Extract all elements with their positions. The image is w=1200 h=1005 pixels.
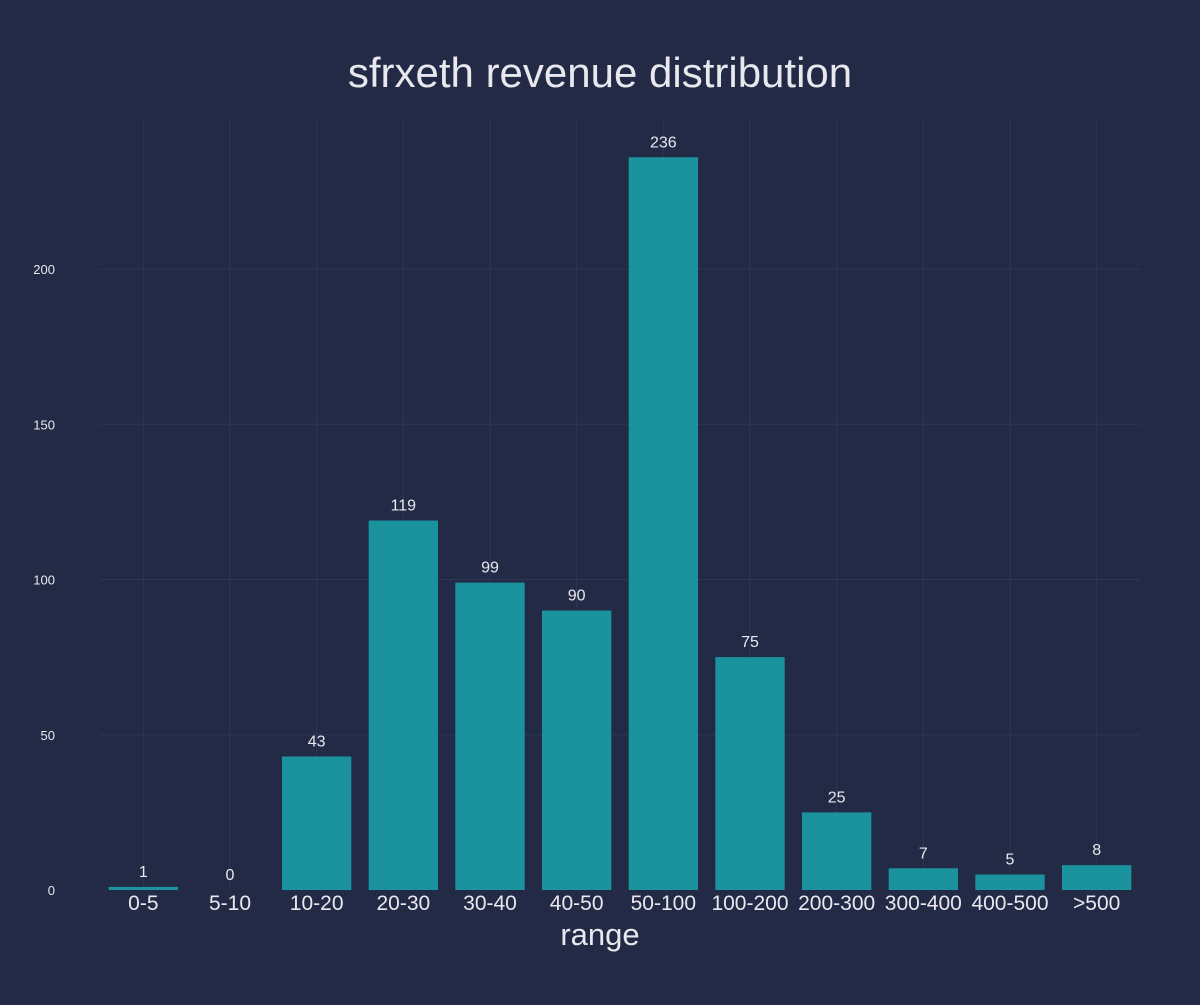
x-tick-label: 50-100 <box>631 892 696 915</box>
bar[interactable] <box>975 874 1045 890</box>
data-label: 0 <box>226 867 235 884</box>
data-label: 90 <box>568 588 586 605</box>
x-tick-label: 100-200 <box>711 892 788 915</box>
chart-title: sfrxeth revenue distribution <box>348 49 852 96</box>
data-label: 8 <box>1092 842 1101 859</box>
bar[interactable] <box>542 610 612 890</box>
bar[interactable] <box>108 886 178 890</box>
bar[interactable] <box>1062 865 1132 890</box>
x-tick-label: 400-500 <box>971 892 1048 915</box>
bar[interactable] <box>715 657 785 890</box>
x-tick-label: 5-10 <box>209 892 251 915</box>
x-tick-label: >500 <box>1073 892 1120 915</box>
bar[interactable] <box>628 157 698 891</box>
data-label: 1 <box>139 864 148 881</box>
bar[interactable] <box>282 756 352 890</box>
bar[interactable] <box>455 582 525 890</box>
y-tick-label: 200 <box>33 262 55 277</box>
data-label: 99 <box>481 560 499 577</box>
y-tick-label: 100 <box>33 573 55 588</box>
data-label: 119 <box>391 498 417 515</box>
bar[interactable] <box>802 812 872 890</box>
data-label: 5 <box>1006 851 1015 868</box>
x-tick-label: 0-5 <box>128 892 158 915</box>
x-tick-label: 10-20 <box>290 892 344 915</box>
x-tick-label: 200-300 <box>798 892 875 915</box>
y-tick-label: 0 <box>48 883 55 898</box>
data-label: 7 <box>919 845 928 862</box>
data-label: 43 <box>308 733 326 750</box>
data-label: 236 <box>650 134 677 151</box>
x-axis-title: range <box>560 917 639 952</box>
data-label: 25 <box>828 789 846 806</box>
bar[interactable] <box>368 520 438 890</box>
x-tick-label: 30-40 <box>463 892 517 915</box>
y-tick-label: 150 <box>33 417 55 432</box>
x-tick-label: 300-400 <box>885 892 962 915</box>
y-tick-label: 50 <box>41 728 55 743</box>
y-tick-layer: 0 50 100 150 200 <box>33 262 55 898</box>
bar[interactable] <box>888 868 958 890</box>
bar-layer <box>108 157 1132 891</box>
x-tick-layer: 0-5 5-10 10-20 20-30 30-40 40-50 50-100 100-200… <box>128 892 1120 915</box>
x-tick-label: 40-50 <box>550 892 604 915</box>
data-label: 75 <box>741 634 759 651</box>
x-tick-label: 20-30 <box>376 892 430 915</box>
